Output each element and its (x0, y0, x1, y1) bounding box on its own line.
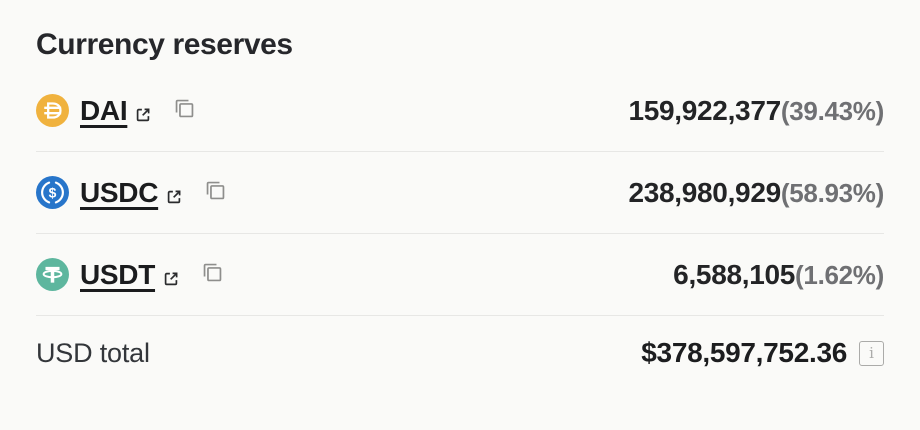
usdt-coin-icon (36, 258, 69, 291)
amount-cell: 6,588,105 (1.62%) (673, 259, 884, 291)
reserve-amount: 159,922,377 (628, 94, 781, 126)
usd-total-label: USD total (36, 337, 150, 368)
svg-text:$: $ (49, 184, 57, 200)
copy-icon[interactable] (203, 178, 228, 203)
currency-reserves-panel: Currency reserves DAI (36, 28, 884, 392)
usd-total-value: $378,597,752.36 (641, 337, 847, 368)
reserve-percent: (1.62%) (795, 259, 884, 290)
reserve-amount: 238,980,929 (628, 176, 781, 208)
reserve-amount: 6,588,105 (673, 258, 796, 290)
reserve-row-usdt: USDT 6,588,105 (1.62%) (36, 234, 884, 316)
token-link-dai[interactable]: DAI (80, 94, 128, 126)
panel-title: Currency reserves (36, 28, 293, 61)
external-link-icon[interactable] (165, 188, 183, 206)
copy-icon[interactable] (172, 96, 197, 121)
reserve-percent: (58.93%) (780, 177, 884, 208)
amount-cell: 238,980,929 (58.93%) (628, 177, 884, 209)
token-cell: DAI (36, 94, 197, 127)
dai-coin-icon (36, 94, 69, 127)
reserve-row-dai: DAI 159,922,377 (39.43%) (36, 70, 884, 152)
usdc-coin-icon: $ (36, 176, 69, 209)
token-link-usdt[interactable]: USDT (80, 258, 156, 290)
token-link-usdc[interactable]: USDC (80, 176, 159, 208)
reserve-percent: (39.43%) (780, 95, 884, 126)
info-icon[interactable]: i (859, 340, 884, 366)
external-link-icon[interactable] (134, 106, 152, 124)
amount-cell: 159,922,377 (39.43%) (628, 95, 884, 127)
usd-total-row: USD total $378,597,752.36 i (36, 316, 884, 392)
external-link-icon[interactable] (162, 270, 180, 288)
usd-total-cell: $378,597,752.36 i (641, 337, 884, 369)
token-cell: $ USDC (36, 176, 228, 209)
token-cell: USDT (36, 258, 225, 291)
copy-icon[interactable] (200, 260, 225, 285)
reserve-row-usdc: $ USDC 238,980,929 (58.93%) (36, 152, 884, 234)
